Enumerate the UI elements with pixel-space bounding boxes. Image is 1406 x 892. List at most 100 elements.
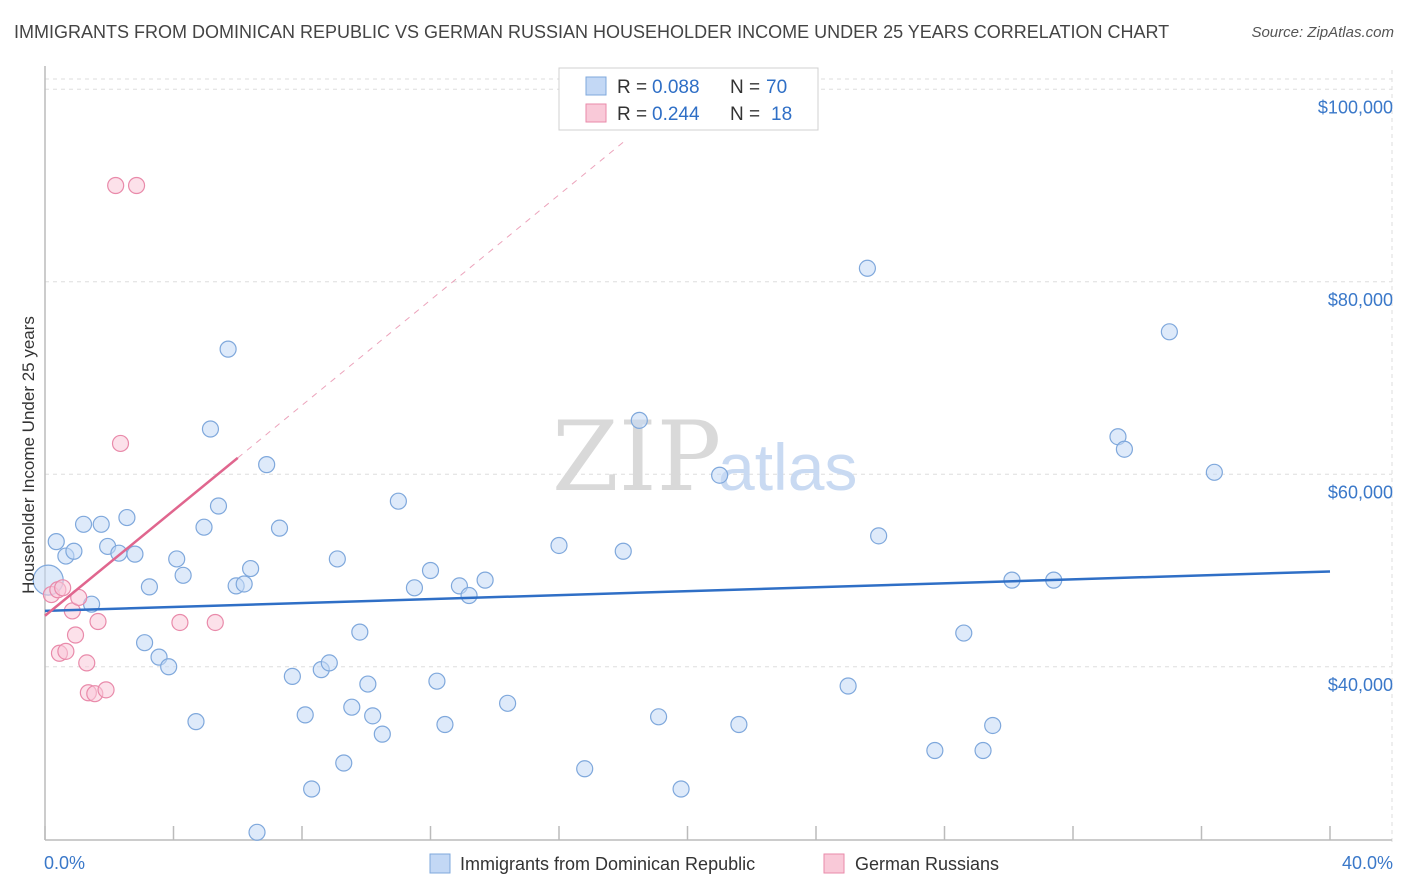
series-dominican-points xyxy=(32,259,1223,841)
dominican-point xyxy=(303,780,321,798)
legend-r-value-1: 0.088 xyxy=(652,77,700,98)
x-tick-label-start: 0.0% xyxy=(44,853,85,873)
dominican-point xyxy=(630,411,648,429)
dominican-point xyxy=(160,658,178,676)
source-label: Source: ZipAtlas.com xyxy=(1251,24,1394,41)
axes: $40,000 $60,000 $80,000 $100,000 0.0% 40.0% xyxy=(44,66,1393,873)
watermark-atlas: atlas xyxy=(718,430,857,504)
dominican-point xyxy=(405,579,424,597)
dominican-point xyxy=(174,566,192,584)
dominican-point xyxy=(649,708,668,726)
dominican-point xyxy=(296,706,314,724)
legend-r-value-2: 0.244 xyxy=(652,104,700,125)
dominican-point xyxy=(47,533,65,551)
dominican-point xyxy=(460,586,478,605)
german-russian-point xyxy=(206,613,224,632)
dominican-point xyxy=(126,545,144,563)
dominican-point xyxy=(283,667,301,685)
dominican-point xyxy=(1115,440,1134,458)
dominican-point xyxy=(351,623,369,641)
german-russian-point xyxy=(107,176,125,195)
grid-lines xyxy=(45,70,1393,842)
dominican-point xyxy=(92,515,110,533)
dominican-point xyxy=(870,527,888,545)
dominican-point xyxy=(270,519,289,537)
dominican-point xyxy=(242,559,260,578)
bottom-legend: Immigrants from Dominican Republic Germa… xyxy=(429,853,999,874)
dominican-point xyxy=(219,340,237,358)
dominican-point xyxy=(195,518,213,536)
bottom-legend-swatch-blue xyxy=(429,853,451,874)
chart-title: IMMIGRANTS FROM DOMINICAN REPUBLIC VS GE… xyxy=(14,22,1170,42)
german-russian-point xyxy=(89,612,107,631)
dominican-point xyxy=(730,715,748,734)
dominican-point xyxy=(436,715,454,734)
dominican-point xyxy=(476,571,494,589)
dominican-point xyxy=(576,760,594,778)
trend-line-dominican xyxy=(44,570,1331,613)
dominican-point xyxy=(74,515,93,533)
trend-line-german-russian xyxy=(44,456,239,617)
bottom-legend-label-dominican: Immigrants from Dominican Republic xyxy=(460,854,755,874)
legend-r-label-1: R = xyxy=(617,77,647,98)
german-russian-point xyxy=(78,654,96,672)
dominican-point xyxy=(168,550,186,568)
german-russian-point xyxy=(171,613,189,632)
german-russian-point xyxy=(127,176,146,195)
dominican-point xyxy=(118,508,136,527)
series-german-russian-points xyxy=(42,176,224,703)
dominican-point xyxy=(428,672,446,690)
legend-n-value-1: 70 xyxy=(766,77,787,98)
dominican-point xyxy=(320,654,338,672)
y-tick-label: $40,000 xyxy=(1328,675,1393,695)
x-tick-label-end: 40.0% xyxy=(1342,853,1393,873)
dominican-point xyxy=(235,575,253,593)
dominican-point xyxy=(135,634,154,652)
dominican-point xyxy=(373,725,391,743)
dominican-point xyxy=(421,561,440,580)
german-russian-point xyxy=(111,434,130,453)
dominican-point xyxy=(1205,463,1223,481)
bottom-legend-swatch-pink xyxy=(823,853,845,874)
dominican-point xyxy=(984,716,1002,735)
dominican-point xyxy=(711,466,729,484)
german-russian-point xyxy=(97,681,115,699)
dominican-point xyxy=(974,741,992,760)
legend: R = 0.088 N = 70 R = 0.244 N = 18 xyxy=(558,67,819,131)
legend-swatch-pink xyxy=(585,103,607,123)
legend-n-value-2: 18 xyxy=(771,104,792,125)
legend-n-label-2: N = xyxy=(730,104,760,125)
german-russian-point xyxy=(57,642,75,660)
y-tick-label: $60,000 xyxy=(1328,482,1393,502)
dominican-point xyxy=(550,536,568,555)
dominican-point xyxy=(389,492,407,510)
dominican-point xyxy=(328,550,346,568)
watermark: ZIP atlas xyxy=(552,401,857,513)
y-axis-label: Householder Income Under 25 years xyxy=(19,316,38,594)
dominican-point xyxy=(614,542,632,560)
dominican-point xyxy=(65,542,83,560)
dominican-point xyxy=(858,259,877,277)
legend-swatch-blue xyxy=(585,76,607,96)
dominican-point xyxy=(1160,323,1178,341)
german-russian-point xyxy=(66,626,85,644)
legend-n-label-1: N = xyxy=(730,77,760,98)
dominican-point xyxy=(343,698,361,716)
dominican-point xyxy=(335,754,353,772)
y-tick-label: $80,000 xyxy=(1328,290,1393,310)
dominican-point xyxy=(258,456,276,474)
dominican-point xyxy=(140,578,159,596)
dominican-point xyxy=(209,497,228,515)
dominican-point xyxy=(499,694,517,712)
dominican-point xyxy=(839,677,857,695)
bottom-legend-label-german-russians: German Russians xyxy=(855,854,999,874)
german-russian-point xyxy=(54,579,72,597)
trend-lines xyxy=(44,141,1331,617)
dominican-point xyxy=(955,624,973,642)
dominican-point xyxy=(248,823,266,841)
dominican-point xyxy=(201,420,220,438)
legend-r-label-2: R = xyxy=(617,104,647,125)
dominican-point xyxy=(359,675,377,693)
dominican-point xyxy=(187,713,205,731)
